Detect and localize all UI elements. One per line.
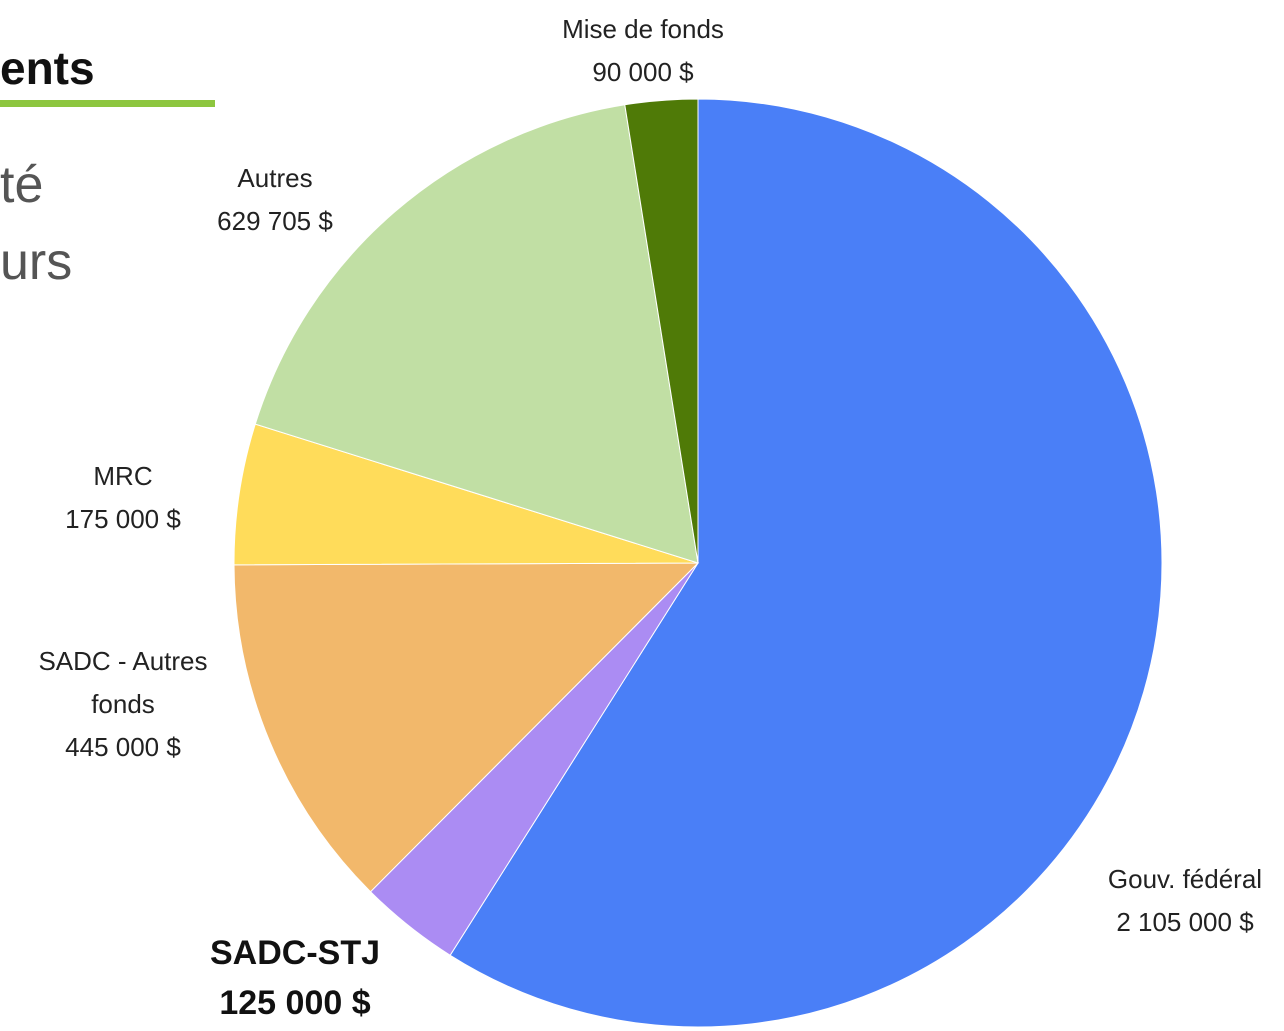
slice-value-label: 445 000 $ <box>65 732 181 762</box>
pie-slice <box>624 98 699 564</box>
slice-value-label: 2 105 000 $ <box>1116 907 1254 937</box>
slice-category-label: SADC-STJ <box>209 934 381 972</box>
slice-value-label: 125 000 $ <box>219 984 371 1022</box>
slice-category-label: SADC - Autres fonds <box>38 646 208 719</box>
slice-label: SADC-STJ 125 000 $ <box>165 928 425 1028</box>
slice-label: SADC - Autres fonds 445 000 $ <box>13 640 233 769</box>
slice-value-label: 90 000 $ <box>592 57 694 87</box>
pie-slice <box>449 98 1163 1028</box>
slide-title: ents <box>0 42 95 94</box>
slice-category-label: Autres <box>237 163 313 193</box>
slice-category-label: Gouv. fédéral <box>1107 864 1263 894</box>
slice-category-label: Mise de fonds <box>562 14 724 44</box>
slice-label: MRC 175 000 $ <box>23 455 223 541</box>
slice-label: Autres 629 705 $ <box>175 157 375 243</box>
body-text: té <box>0 156 44 214</box>
slice-label: Gouv. fédéral 2 105 000 $ <box>1075 858 1284 944</box>
slice-value-label: 629 705 $ <box>217 206 333 236</box>
title-underline <box>0 100 215 107</box>
slice-label: Mise de fonds 90 000 $ <box>523 8 763 94</box>
body-text: urs <box>0 233 73 291</box>
pie-slice <box>254 104 699 564</box>
pie-slice <box>233 562 700 893</box>
slice-value-label: 175 000 $ <box>65 504 181 534</box>
slice-category-label: MRC <box>93 461 153 491</box>
